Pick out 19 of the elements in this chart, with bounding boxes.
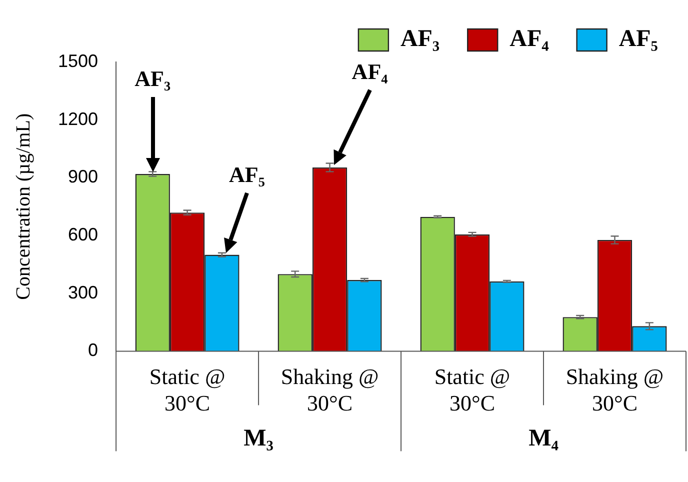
x-tick-label: Shaking @ 30°C xyxy=(280,364,379,416)
y-tick-label: 1200 xyxy=(58,108,98,129)
y-axis-title: Concentration (µg/mL) xyxy=(12,113,34,300)
legend-label: AF₄ xyxy=(510,26,549,52)
y-tick-label: 600 xyxy=(68,224,98,244)
x-tick-label: Shaking @ 30°C xyxy=(566,364,664,416)
annotation: AF₅ xyxy=(228,162,265,188)
annotation: AF₄ xyxy=(352,59,388,86)
legend-label: AF₃ xyxy=(400,26,440,52)
y-tick-label: 300 xyxy=(68,282,98,302)
legend-label: AF₅ xyxy=(618,26,658,52)
text: M₃ xyxy=(244,426,274,453)
y-tick-label: 1500 xyxy=(58,50,98,71)
x-tick-label: Static @ 30°C xyxy=(149,364,226,416)
annotation: AF₃ xyxy=(134,66,171,92)
y-tick-label: 900 xyxy=(68,166,98,187)
x-tick-label: Static @ 30°C xyxy=(434,364,510,416)
text: M₄ xyxy=(528,426,558,453)
y-tick-label: 0 xyxy=(88,340,98,360)
